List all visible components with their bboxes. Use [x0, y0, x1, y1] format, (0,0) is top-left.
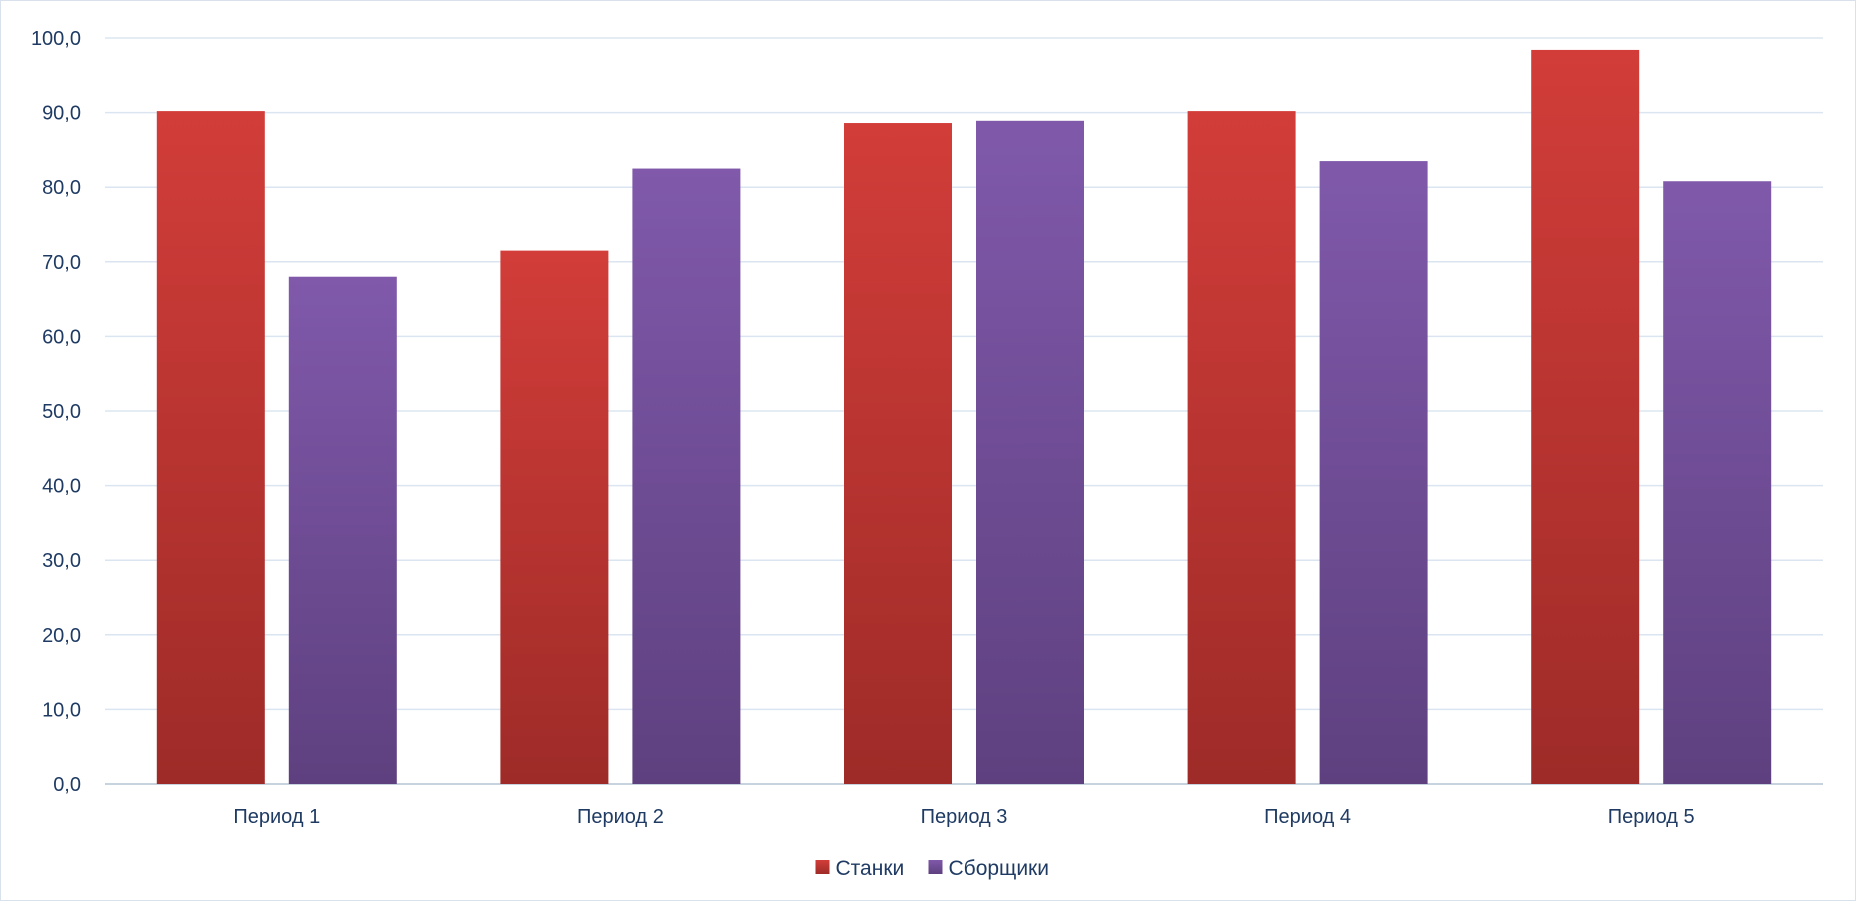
x-category-label: Период 4 — [1264, 806, 1351, 828]
y-tick-label: 60,0 — [42, 326, 81, 348]
legend-label-sborshchiki: Сборщики — [949, 857, 1049, 880]
legend-swatch-stanki — [815, 860, 830, 874]
y-tick-label: 100,0 — [31, 28, 81, 50]
x-axis-labels: Период 1 Период 2 Период 3 Период 4 Период 5 — [233, 806, 1694, 828]
y-tick-label: 90,0 — [42, 103, 81, 125]
bars — [156, 49, 1772, 785]
legend: Станки Сборщики — [815, 857, 1049, 880]
y-tick-label: 50,0 — [42, 401, 81, 423]
x-category-label: Период 2 — [577, 806, 664, 828]
bar-sborshchiki-4 — [1319, 161, 1428, 785]
bar-stanki-1 — [156, 111, 265, 784]
x-category-label: Период 5 — [1608, 806, 1695, 828]
bar-stanki-4 — [1187, 111, 1296, 784]
y-axis-ticks: 0,0 10,0 20,0 30,0 40,0 50,0 60,0 70,0 80,0 90,0 1… — [31, 28, 81, 796]
x-category-label: Период 1 — [233, 806, 320, 828]
legend-swatch-sborshchiki — [928, 860, 943, 874]
y-tick-label: 70,0 — [42, 252, 81, 274]
x-category-label: Период 3 — [921, 806, 1008, 828]
bar-stanki-3 — [844, 123, 952, 784]
bar-sborshchiki-1 — [288, 276, 397, 784]
y-tick-label: 10,0 — [42, 699, 81, 721]
bar-sborshchiki-2 — [632, 168, 741, 785]
legend-label-stanki: Станки — [836, 857, 905, 880]
y-tick-label: 80,0 — [42, 177, 81, 199]
bar-stanki-5 — [1531, 49, 1640, 785]
bar-sborshchiki-5 — [1663, 181, 1772, 784]
bar-sborshchiki-3 — [976, 120, 1084, 784]
y-tick-label: 0,0 — [53, 774, 81, 796]
y-tick-label: 20,0 — [42, 625, 81, 647]
y-tick-label: 30,0 — [42, 550, 81, 572]
y-tick-label: 40,0 — [42, 476, 81, 498]
bar-stanki-2 — [500, 250, 609, 785]
